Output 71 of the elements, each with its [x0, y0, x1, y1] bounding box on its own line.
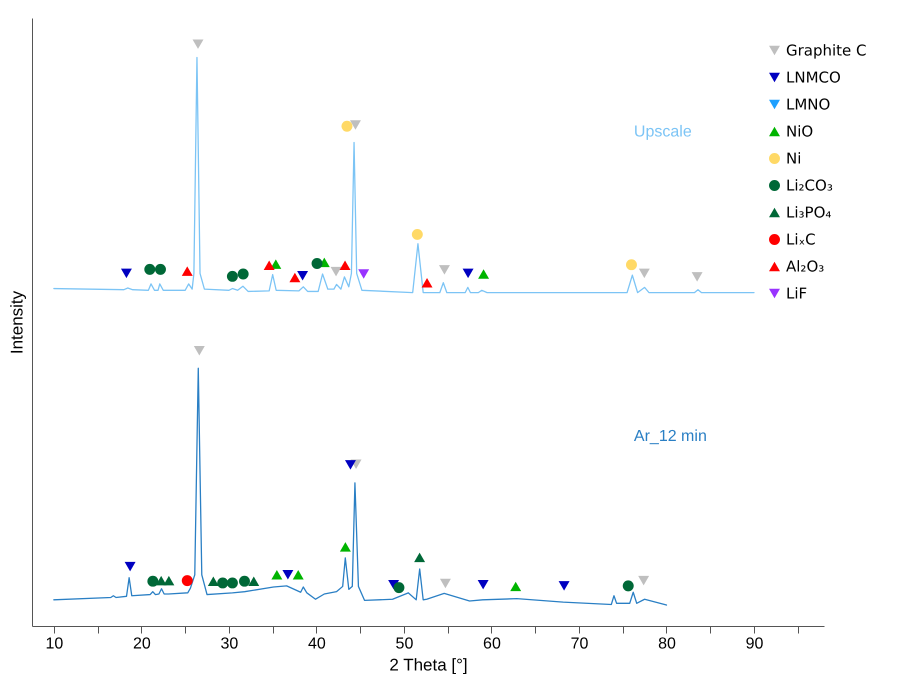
point [622, 580, 634, 592]
legend-label: LiₓC [786, 230, 816, 248]
point [478, 580, 489, 590]
y-axis-title: Intensity [8, 290, 26, 354]
point [264, 260, 275, 270]
point [340, 260, 351, 270]
point [341, 120, 352, 132]
legend-label: Graphite C [786, 42, 867, 60]
point [144, 264, 156, 275]
point [330, 266, 342, 276]
text: Ar_12 min [634, 428, 707, 445]
point [462, 268, 474, 278]
legend-label: NiO [786, 122, 814, 140]
point [350, 120, 361, 130]
point [692, 272, 703, 282]
legend-label: Ni [786, 150, 802, 168]
point [422, 278, 433, 288]
legend-label: LiF [786, 284, 808, 302]
x-tick-label: 20 [132, 636, 151, 652]
x-tick-label: 40 [308, 636, 326, 652]
point [156, 576, 167, 586]
point [248, 576, 260, 586]
point [182, 266, 193, 276]
point [638, 576, 650, 586]
x-tick-label: 60 [483, 636, 501, 652]
point [626, 259, 637, 270]
point [344, 460, 356, 470]
point [358, 269, 370, 279]
point [226, 270, 238, 282]
x-axis-title: 2 Theta [°] [389, 656, 468, 674]
point [340, 542, 351, 552]
point [163, 576, 174, 586]
x-tick-label: 80 [658, 636, 676, 652]
point [192, 39, 204, 49]
point [412, 228, 423, 240]
legend-label: Al₂O₃ [786, 258, 824, 276]
text: Upscale [634, 124, 692, 141]
point [124, 562, 136, 572]
point [292, 570, 304, 580]
x-tick-label: 10 [45, 636, 64, 652]
point [438, 265, 450, 275]
point [297, 271, 308, 280]
point [194, 346, 205, 356]
point [312, 258, 323, 269]
point [638, 268, 650, 278]
point [558, 581, 570, 591]
point [208, 576, 219, 586]
point [478, 269, 490, 279]
point [510, 582, 522, 592]
x-tick-label: 70 [570, 636, 588, 652]
legend-label: Li₃PO₄ [786, 204, 832, 222]
legend-label: Li₂CO₃ [786, 176, 833, 194]
point [414, 552, 426, 562]
point [393, 582, 404, 594]
point [182, 575, 193, 586]
point [282, 570, 294, 580]
x-tick-label: 50 [396, 636, 414, 652]
point [147, 576, 158, 587]
x-tick-label: 30 [220, 636, 238, 652]
point [238, 268, 249, 280]
x-tick-label: 90 [746, 636, 764, 652]
point [120, 268, 132, 278]
legend-label: LNMCO [786, 68, 841, 86]
point [154, 264, 166, 275]
point [440, 578, 451, 588]
point [289, 272, 300, 282]
point [239, 576, 250, 587]
point [217, 577, 228, 588]
legend-label: LMNO [786, 96, 830, 114]
point [226, 577, 238, 588]
point [271, 570, 282, 580]
